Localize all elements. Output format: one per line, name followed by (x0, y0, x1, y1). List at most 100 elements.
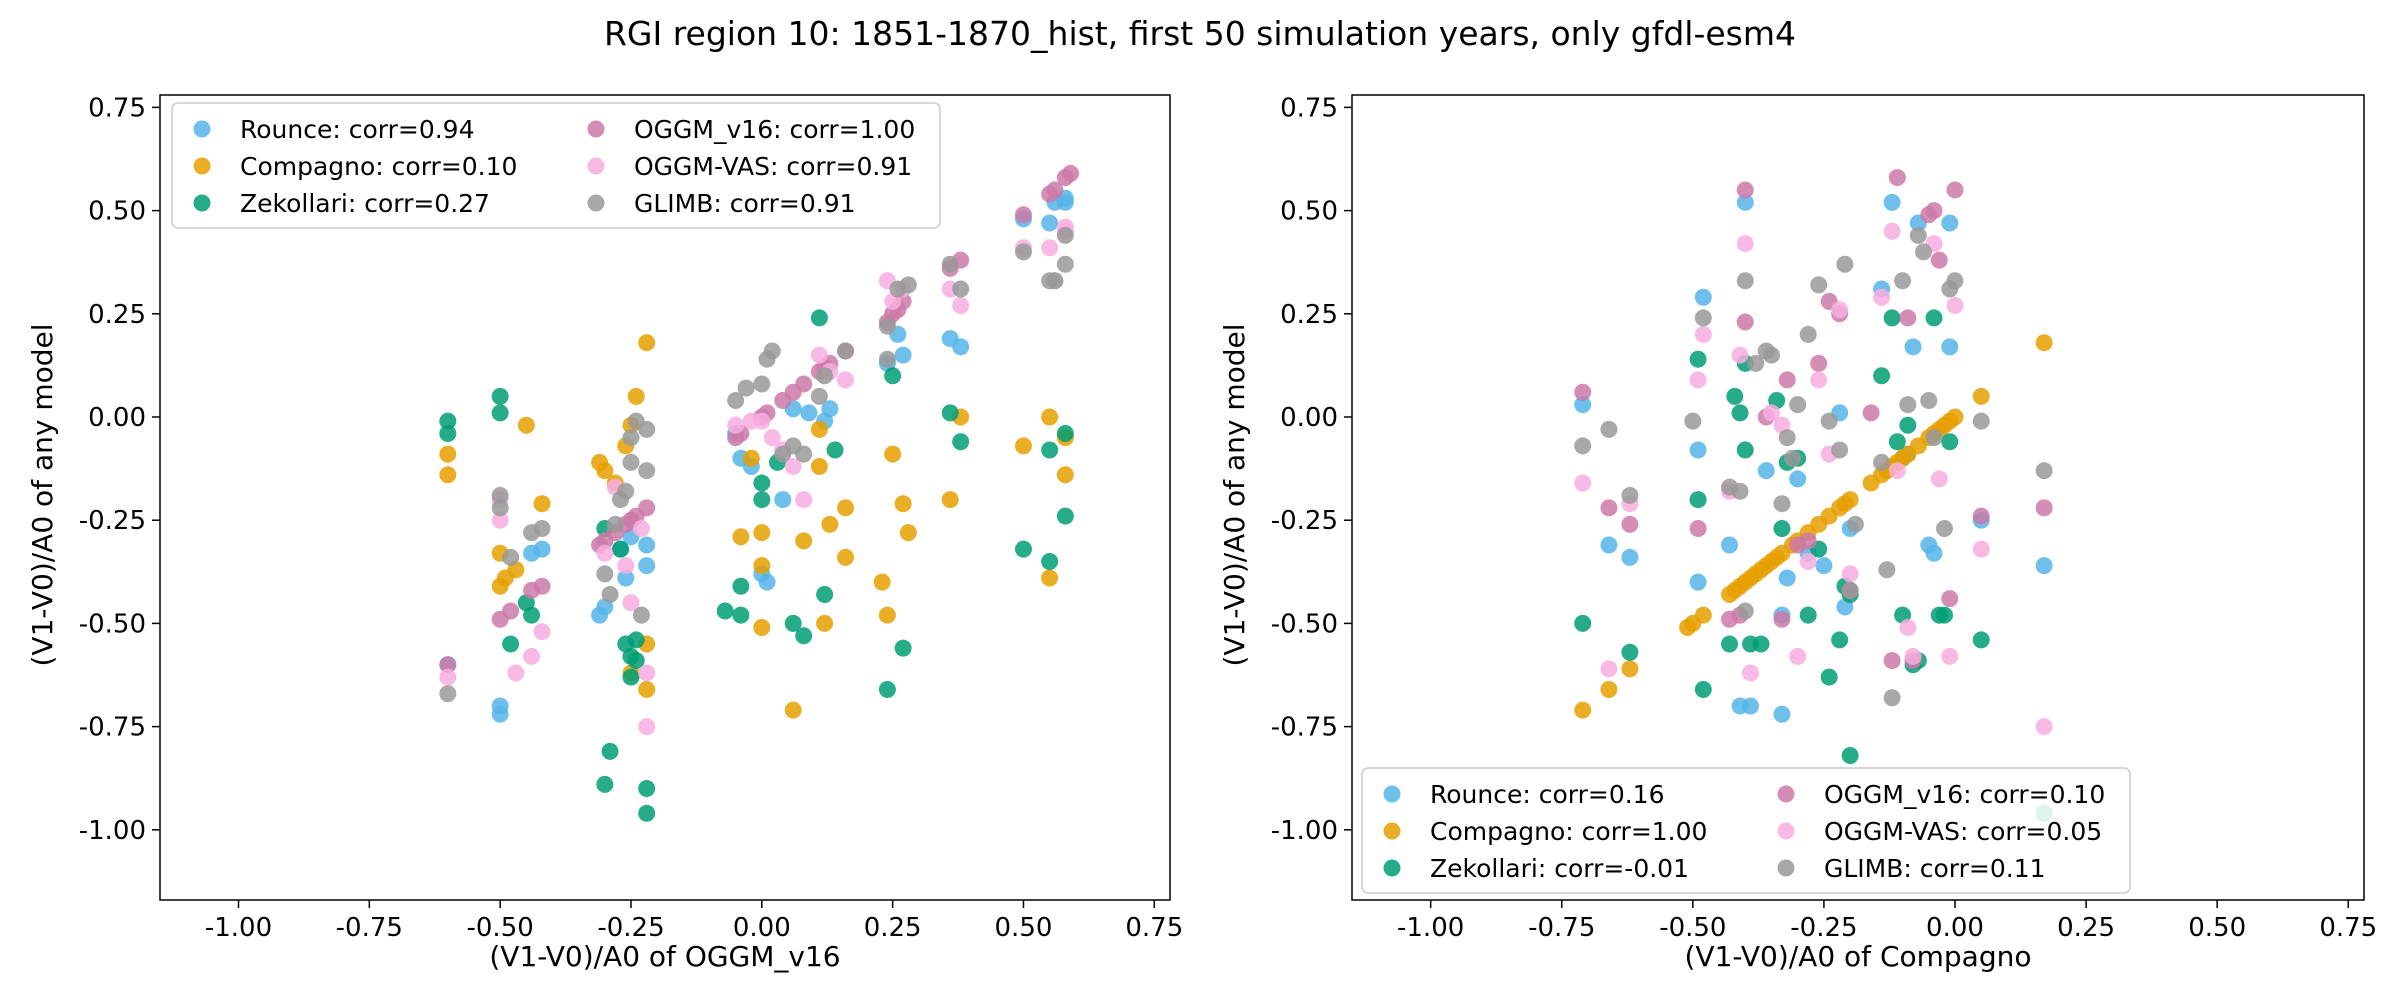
right-y-tick-label: -0.50 (1271, 609, 1338, 639)
right-scatter-point (1721, 536, 1739, 554)
right-scatter-point (1831, 301, 1849, 319)
right-scatter-point (1621, 486, 1639, 504)
left-scatter-point (638, 680, 656, 698)
left-scatter-point (606, 515, 624, 533)
left-scatter-point (1056, 507, 1074, 525)
left-scatter-point (742, 449, 760, 467)
left-scatter-point (753, 375, 771, 393)
right-scatter-point (1904, 338, 1922, 356)
right-scatter-point (1930, 470, 1948, 488)
right-legend-marker (1777, 822, 1795, 840)
left-scatter-point (1041, 441, 1059, 459)
right-scatter-point (1721, 635, 1739, 653)
right-y-tick-label: -1.00 (1271, 816, 1338, 846)
left-chart: (V1-V0)/A0 of OGGM_v16 (V1-V0)/A0 of any… (26, 93, 1183, 973)
right-scatter-point (1773, 610, 1791, 628)
right-legend-box (1361, 767, 2131, 894)
figure-title: RGI region 10: 1851-1870_hist, first 50 … (604, 14, 1796, 53)
left-scatter-point (1014, 243, 1032, 261)
right-x-tick-label: -0.50 (1659, 913, 1726, 943)
left-scatter-point (952, 338, 970, 356)
right-scatter-point (1925, 202, 1943, 220)
left-scatter-point (1041, 239, 1059, 257)
left-scatter-point (941, 491, 959, 509)
left-legend-label: OGGM_v16: corr=1.00 (634, 115, 915, 144)
left-scatter-point (1041, 408, 1059, 426)
left-scatter-point (439, 685, 457, 703)
left-x-tick-label: 0.75 (1125, 913, 1183, 943)
left-scatter-point (612, 540, 630, 558)
left-scatter-point (502, 635, 520, 653)
left-scatter-point (816, 614, 834, 632)
right-legend-marker (1383, 822, 1401, 840)
right-scatter-point (1815, 557, 1833, 575)
right-scatter-point (1600, 420, 1618, 438)
right-scatter-point (1621, 548, 1639, 566)
left-scatter-point (810, 346, 828, 364)
left-x-tick-label: -0.50 (467, 913, 534, 943)
left-scatter-point (952, 297, 970, 315)
right-x-ticks: -1.00 -0.75 -0.50 -0.25 0.00 0.25 0.50 0.75 (1397, 900, 2377, 943)
right-scatter-point (1909, 226, 1927, 244)
left-legend: Rounce: corr=0.94 Compagno: corr=0.10 Zeko… (171, 102, 941, 229)
right-scatter-point (1888, 433, 1906, 451)
right-scatter-point (1899, 416, 1917, 434)
right-scatter-point (1799, 606, 1817, 624)
right-scatter-point (1899, 309, 1917, 327)
right-scatter-point (2035, 718, 2053, 736)
right-scatter-point (1946, 297, 1964, 315)
left-scatter-point (638, 499, 656, 517)
left-legend-label: GLIMB: corr=0.91 (634, 189, 856, 218)
right-legend-marker (1777, 785, 1795, 803)
left-scatter-point (753, 412, 771, 430)
left-plot-frame (159, 94, 1171, 901)
left-x-tick-label: 0.25 (864, 913, 922, 943)
right-scatter-point (1778, 569, 1796, 587)
left-scatter-point (638, 664, 656, 682)
left-scatter-point (795, 375, 813, 393)
right-scatter-point (1621, 643, 1639, 661)
left-scatter-point (952, 280, 970, 298)
right-scatter-point (1972, 387, 1990, 405)
left-scatter-point (816, 586, 834, 604)
right-y-tick-label: -0.75 (1271, 713, 1338, 743)
left-scatter-point (617, 482, 635, 500)
left-y-ticks: 0.75 0.50 0.25 0.00 -0.25 -0.50 -0.75 -1.00 (79, 93, 160, 846)
left-scatter-point (517, 416, 535, 434)
left-scatter-point (952, 433, 970, 451)
right-scatter-point (1904, 647, 1922, 665)
right-scatter-point (1731, 482, 1749, 500)
left-y-tick-label: -0.75 (79, 713, 146, 743)
left-scatter-point (507, 664, 525, 682)
right-scatter-point (1925, 429, 1943, 447)
right-scatter-point (1689, 519, 1707, 537)
left-scatter-point (638, 718, 656, 736)
right-x-tick-label: 0.00 (1926, 913, 1984, 943)
right-scatter-point (1873, 367, 1891, 385)
right-scatter-point (1799, 532, 1817, 550)
left-scatter-point (1041, 552, 1059, 570)
left-scatter-point (821, 400, 839, 418)
left-scatter-point (884, 367, 902, 385)
left-scatter-point (596, 462, 614, 480)
right-scatter-point (1888, 169, 1906, 187)
right-scatter-point (1899, 619, 1917, 637)
right-scatter-point (1574, 474, 1592, 492)
left-scatter-point (491, 511, 509, 529)
left-scatter-point (716, 602, 734, 620)
left-y-tick-label: -1.00 (79, 816, 146, 846)
right-scatter-point (1773, 519, 1791, 537)
left-scatter-point (638, 462, 656, 480)
left-scatter-point (1014, 206, 1032, 224)
left-scatter-point (617, 557, 635, 575)
right-x-tick-label: -0.75 (1528, 913, 1595, 943)
left-scatter-point (502, 548, 520, 566)
right-scatter-point (1689, 491, 1707, 509)
left-scatter-point (622, 453, 640, 471)
right-scatter-point (2035, 557, 2053, 575)
left-scatter-point (502, 602, 520, 620)
left-scatter-point (632, 606, 650, 624)
right-scatter-point (1600, 499, 1618, 517)
left-scatter-point (795, 491, 813, 509)
